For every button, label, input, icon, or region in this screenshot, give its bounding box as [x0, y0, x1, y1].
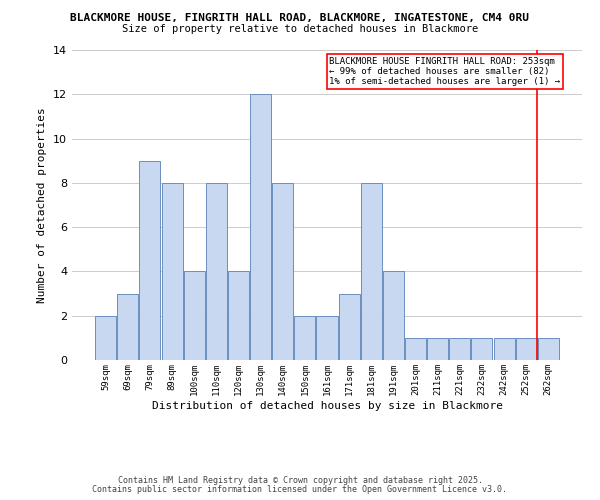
- Bar: [206, 183, 227, 360]
- Bar: [383, 272, 404, 360]
- Bar: [118, 294, 139, 360]
- Text: Size of property relative to detached houses in Blackmore: Size of property relative to detached ho…: [122, 24, 478, 34]
- Bar: [449, 338, 470, 360]
- Text: Contains public sector information licensed under the Open Government Licence v3: Contains public sector information licen…: [92, 485, 508, 494]
- Text: BLACKMORE HOUSE FINGRITH HALL ROAD: 253sqm
← 99% of detached houses are smaller : BLACKMORE HOUSE FINGRITH HALL ROAD: 253s…: [329, 56, 560, 86]
- Bar: [184, 272, 205, 360]
- Bar: [228, 272, 249, 360]
- Bar: [494, 338, 515, 360]
- Bar: [272, 183, 293, 360]
- Bar: [161, 183, 182, 360]
- Bar: [538, 338, 559, 360]
- Bar: [295, 316, 316, 360]
- Bar: [250, 94, 271, 360]
- Y-axis label: Number of detached properties: Number of detached properties: [37, 107, 47, 303]
- Bar: [427, 338, 448, 360]
- Bar: [361, 183, 382, 360]
- Bar: [472, 338, 493, 360]
- Bar: [405, 338, 426, 360]
- Bar: [515, 338, 536, 360]
- Text: BLACKMORE HOUSE, FINGRITH HALL ROAD, BLACKMORE, INGATESTONE, CM4 0RU: BLACKMORE HOUSE, FINGRITH HALL ROAD, BLA…: [71, 12, 530, 22]
- Text: Contains HM Land Registry data © Crown copyright and database right 2025.: Contains HM Land Registry data © Crown c…: [118, 476, 482, 485]
- Bar: [316, 316, 338, 360]
- X-axis label: Distribution of detached houses by size in Blackmore: Distribution of detached houses by size …: [151, 400, 503, 410]
- Bar: [139, 160, 160, 360]
- Bar: [338, 294, 359, 360]
- Bar: [95, 316, 116, 360]
